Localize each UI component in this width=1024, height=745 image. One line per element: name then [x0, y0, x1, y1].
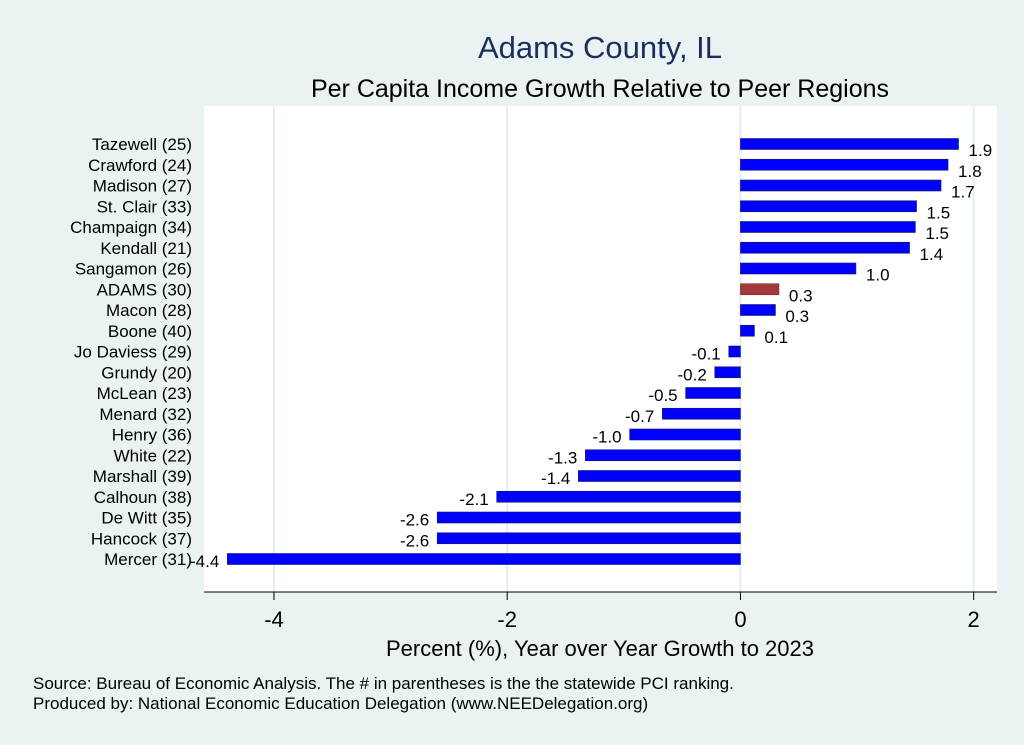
category-label-5: Kendall (21)	[100, 239, 192, 258]
bar-12	[685, 387, 741, 399]
value-label-18: -2.6	[400, 511, 429, 530]
value-label-5: 1.4	[920, 245, 944, 264]
category-label-11: Grundy (20)	[101, 363, 192, 382]
bars	[227, 138, 959, 565]
category-label-15: White (22)	[114, 446, 192, 465]
category-label-14: Henry (36)	[112, 426, 192, 445]
value-label-3: 1.5	[927, 203, 951, 222]
value-label-13: -0.7	[625, 407, 654, 426]
category-label-10: Jo Daviess (29)	[74, 343, 192, 362]
x-tick-label-3: 2	[968, 607, 980, 632]
bar-5	[740, 241, 910, 254]
producer-note: Produced by: National Economic Education…	[33, 694, 649, 713]
category-label-19: Hancock (37)	[91, 529, 192, 548]
category-label-18: De Witt (35)	[101, 509, 192, 528]
category-label-7: ADAMS (30)	[97, 280, 192, 299]
value-label-0: 1.9	[969, 141, 993, 160]
x-axis: -4 -2 0 2	[204, 591, 997, 632]
category-label-8: Macon (28)	[106, 301, 192, 320]
category-label-13: Menard (32)	[99, 405, 192, 424]
bar-11	[714, 366, 741, 379]
value-label-19: -2.6	[400, 531, 429, 550]
bar-15	[585, 449, 741, 462]
value-labels: 1.91.81.71.51.51.41.00.30.30.1-0.1-0.2-0…	[190, 141, 992, 571]
category-label-17: Calhoun (38)	[94, 488, 192, 507]
chart-subtitle: Per Capita Income Growth Relative to Pee…	[311, 75, 889, 103]
bar-4	[740, 221, 916, 233]
category-label-20: Mercer (31)	[104, 550, 192, 569]
value-label-1: 1.8	[958, 162, 982, 181]
bar-19	[436, 532, 741, 545]
value-label-14: -1.0	[592, 428, 621, 447]
value-label-12: -0.5	[648, 386, 677, 405]
bar-3	[740, 200, 917, 213]
category-label-6: Sangamon (26)	[75, 260, 192, 279]
value-label-4: 1.5	[925, 224, 949, 243]
bar-13	[662, 407, 741, 420]
bar-6	[740, 262, 857, 275]
bar-9	[740, 324, 755, 337]
bar-0	[740, 138, 959, 150]
value-label-9: 0.1	[764, 328, 788, 347]
bar-7	[740, 283, 780, 296]
value-label-7: 0.3	[789, 286, 813, 305]
category-label-16: Marshall (39)	[93, 467, 192, 486]
chart-title: Adams County, IL	[478, 30, 722, 65]
value-label-6: 1.0	[866, 266, 890, 285]
category-label-9: Boone (40)	[108, 322, 192, 341]
value-label-2: 1.7	[951, 183, 975, 202]
value-label-15: -1.3	[548, 448, 577, 467]
value-label-17: -2.1	[459, 490, 488, 509]
value-label-8: 0.3	[785, 307, 809, 326]
bar-14	[629, 428, 741, 441]
x-tick-label-0: -4	[264, 607, 284, 632]
bar-10	[728, 345, 741, 358]
category-label-4: Champaign (34)	[70, 218, 192, 237]
value-label-20: -4.4	[190, 552, 219, 571]
bar-16	[578, 470, 741, 482]
category-label-2: Madison (27)	[93, 177, 192, 196]
category-labels: Tazewell (25) Crawford (24) Madison (27)St…	[70, 135, 192, 569]
bar-2	[740, 179, 942, 192]
x-tick-label-2: 0	[734, 607, 746, 632]
x-tick-label-1: -2	[497, 607, 517, 632]
category-label-12: McLean (23)	[97, 384, 192, 403]
bar-1	[740, 158, 949, 171]
source-note: Source: Bureau of Economic Analysis. The…	[33, 674, 734, 693]
bar-18	[436, 511, 741, 524]
category-label-0: Tazewell (25)	[92, 135, 192, 154]
value-label-16: -1.4	[541, 469, 570, 488]
x-axis-title: Percent (%), Year over Year Growth to 20…	[386, 636, 814, 661]
bar-8	[740, 304, 776, 316]
category-label-1: Crawford (24)	[88, 156, 192, 175]
category-label-3: St. Clair (33)	[97, 197, 192, 216]
bar-20	[227, 553, 741, 565]
bar-17	[496, 490, 741, 503]
value-label-10: -0.1	[691, 345, 720, 364]
value-label-11: -0.2	[677, 365, 706, 384]
